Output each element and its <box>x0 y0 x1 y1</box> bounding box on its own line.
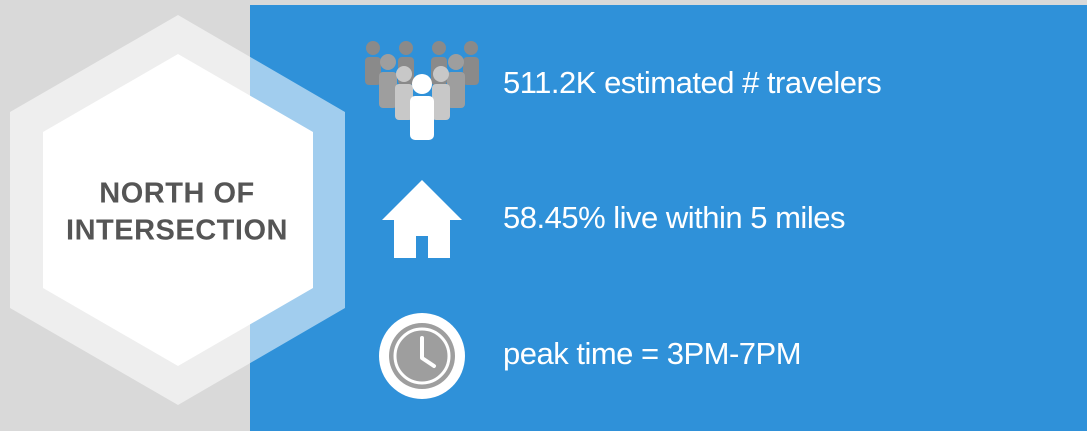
stat-text: peak time = 3PM-7PM <box>503 336 801 371</box>
label-line: NORTH OF <box>99 178 254 210</box>
inner-hexagon <box>43 54 313 366</box>
clock-icon <box>379 313 465 399</box>
house-icon <box>382 180 462 258</box>
label-line: INTERSECTION <box>66 215 288 247</box>
stat-text: 511.2K estimated # travelers <box>503 65 881 100</box>
people-icon <box>365 41 479 140</box>
stat-text: 58.45% live within 5 miles <box>503 200 845 235</box>
